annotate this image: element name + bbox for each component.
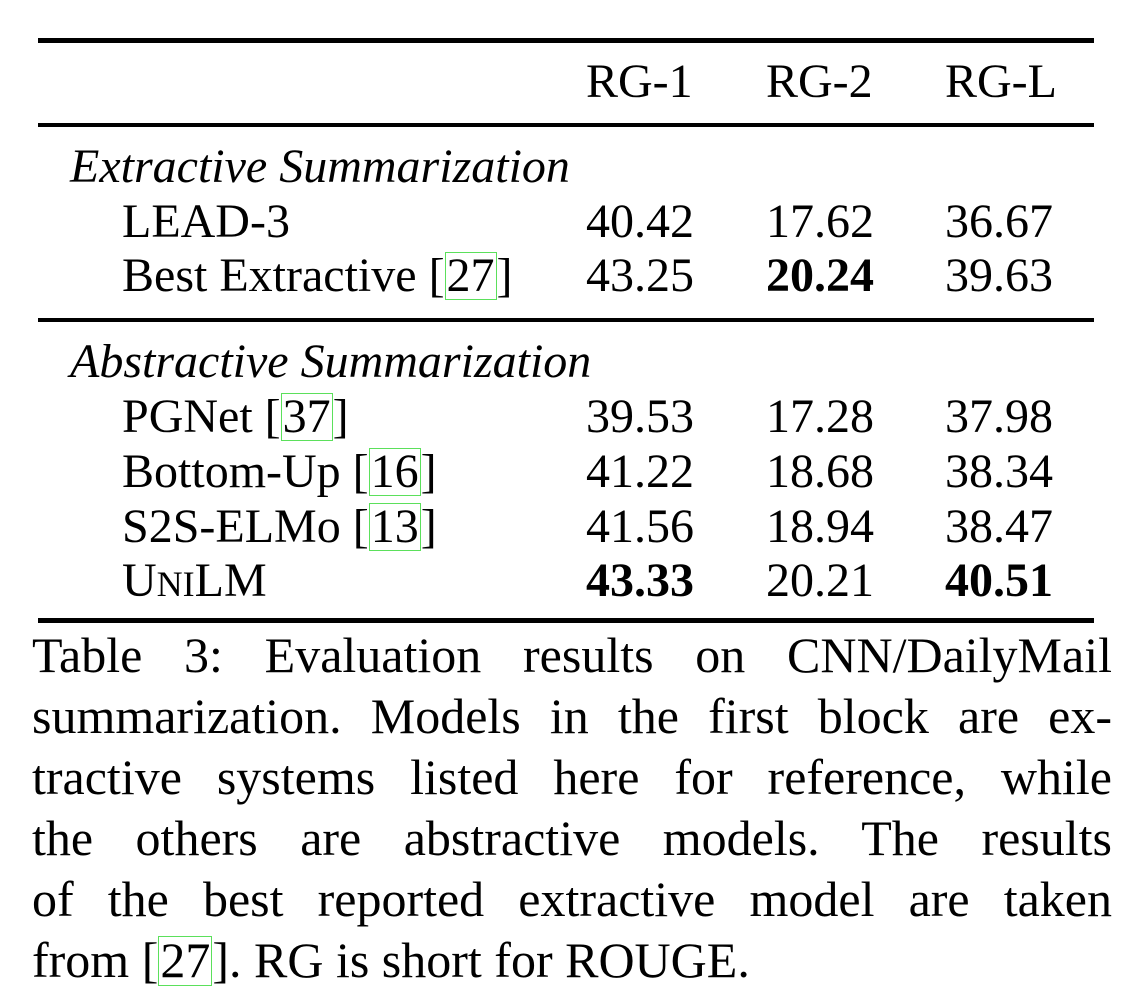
cell-lead3-rg2: 17.62 [766, 195, 874, 248]
model-name: Best Extractive [122, 249, 417, 302]
header-rule [38, 123, 1094, 127]
citation-link[interactable]: 16 [368, 445, 421, 498]
caption-line: the others are abstractive models. The r… [32, 810, 1112, 866]
caption-text: from [ [32, 932, 159, 988]
row-model-pgnet: PGNet [37] [122, 390, 349, 443]
cell-unilm-rgl: 40.51 [945, 554, 1053, 607]
cell-bottom-up-rgl: 38.34 [945, 445, 1053, 498]
column-header-rg1: RG-1 [586, 55, 693, 108]
table-caption: Table 3: Evaluation results on CNN/Daily… [32, 625, 1112, 991]
model-name: S2S-ELMo [122, 500, 341, 553]
cell-s2s-elmo-rg2: 18.94 [766, 500, 874, 553]
citation-link[interactable]: 37 [280, 390, 333, 443]
caption-text: ]. RG is short for ROUGE. [212, 932, 750, 988]
column-header-rgl: RG-L [945, 55, 1057, 108]
model-name-suffix: LM [194, 554, 267, 607]
cell-bottom-up-rg1: 41.22 [586, 445, 694, 498]
cell-s2s-elmo-rg1: 41.56 [586, 500, 694, 553]
row-model-bottom-up: Bottom-Up [16] [122, 445, 437, 498]
cell-s2s-elmo-rgl: 38.47 [945, 500, 1053, 553]
row-model-unilm: UNILM [122, 557, 267, 605]
cell-unilm-rg2: 20.21 [766, 554, 874, 607]
table-top-rule [38, 38, 1094, 43]
citation-link[interactable]: 27 [444, 249, 497, 302]
cell-lead3-rgl: 36.67 [945, 195, 1053, 248]
cell-pgnet-rgl: 37.98 [945, 390, 1053, 443]
cell-pgnet-rg2: 17.28 [766, 390, 874, 443]
cell-pgnet-rg1: 39.53 [586, 390, 694, 443]
cell-unilm-rg1: 43.33 [586, 554, 694, 607]
row-model-best-extractive: Best Extractive [27] [122, 249, 513, 302]
caption-line: tractive systems listed here for referen… [32, 749, 1112, 805]
group-separator-rule [38, 318, 1094, 322]
model-name-prefix: U [122, 554, 157, 607]
caption-line: Table 3: Evaluation results on CNN/Daily… [32, 627, 1112, 683]
caption-line-last: from [27]. RG is short for ROUGE. [32, 930, 1112, 991]
model-name: Bottom-Up [122, 445, 341, 498]
row-model-s2s-elmo: S2S-ELMo [13] [122, 500, 437, 553]
group-title-extractive: Extractive Summarization [70, 140, 570, 193]
row-model-lead3: LEAD-3 [122, 195, 290, 248]
model-name-smallcaps: NI [156, 564, 195, 604]
cell-best-extractive-rgl: 39.63 [945, 249, 1053, 302]
citation-link[interactable]: 13 [368, 500, 421, 553]
cell-lead3-rg1: 40.42 [586, 195, 694, 248]
cell-best-extractive-rg1: 43.25 [586, 249, 694, 302]
citation-link[interactable]: 27 [158, 932, 213, 988]
caption-line: summarization. Models in the first block… [32, 688, 1112, 744]
column-header-rg2: RG-2 [766, 55, 873, 108]
cell-best-extractive-rg2: 20.24 [766, 249, 874, 302]
caption-line: of the best reported extractive model ar… [32, 871, 1112, 927]
model-name: PGNet [122, 390, 253, 443]
cell-bottom-up-rg2: 18.68 [766, 445, 874, 498]
group-title-abstractive: Abstractive Summarization [70, 335, 592, 388]
table-bottom-rule [38, 618, 1094, 623]
